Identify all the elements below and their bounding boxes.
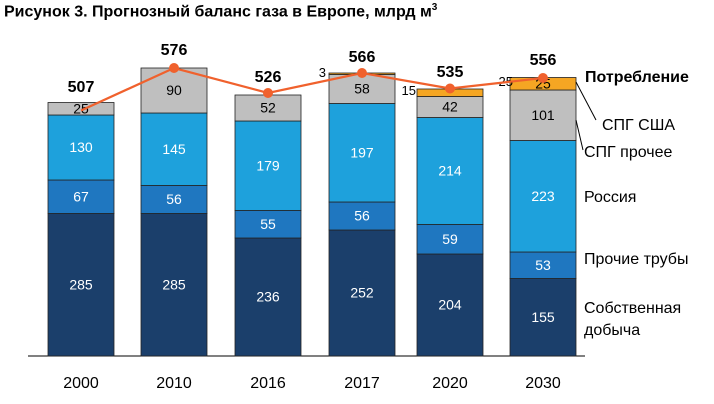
bar-segment-2017-2	[328, 103, 396, 203]
data-label-2016-0: 236	[256, 289, 280, 305]
side-value-label-0: 3	[319, 65, 326, 80]
bar-segment-2017-0	[328, 229, 396, 357]
bar-segment-2000-0	[47, 213, 115, 357]
data-label-2017-1: 56	[354, 208, 370, 224]
bar-segment-2030-0	[509, 278, 577, 357]
legend-russia: Россия	[584, 189, 636, 206]
bar-segment-2016-0	[234, 237, 302, 357]
total-label-2010: 576	[161, 42, 188, 59]
total-label-2017: 566	[349, 49, 376, 66]
total-label-2016: 526	[255, 69, 282, 86]
connector-lng-usa	[575, 81, 597, 121]
x-tick-label-2030: 2030	[525, 375, 561, 392]
data-label-2016-3: 52	[260, 100, 276, 116]
legend-lng-usa: СПГ США	[602, 117, 675, 134]
bar-segment-2020-1	[416, 224, 484, 255]
bar-segment-2020-2	[416, 117, 484, 225]
bar-segment-2016-3	[234, 94, 302, 122]
consumption-line	[80, 66, 544, 112]
bar-segment-2030-2	[509, 140, 577, 253]
x-tick-label-2010: 2010	[156, 375, 192, 392]
connector-lng-other	[575, 119, 584, 151]
total-label-2030: 556	[530, 52, 557, 69]
bar-segment-2010-3	[140, 67, 208, 114]
legend-other-pipelines: Прочие трубы	[584, 251, 688, 268]
data-label-2000-0: 285	[69, 276, 93, 292]
x-tick-label-2016: 2016	[250, 375, 286, 392]
consumption-point-2016	[263, 88, 273, 98]
consumption-point-2010	[169, 63, 179, 73]
data-label-2030-2: 223	[531, 188, 555, 204]
data-label-2000-3: 25	[73, 100, 89, 116]
legend-own-production: Собственная добыча	[584, 300, 681, 339]
bar-segment-2000-2	[47, 114, 115, 181]
data-label-2020-1: 59	[442, 231, 458, 247]
data-label-2020-2: 214	[438, 163, 462, 179]
bar-segment-2017-1	[328, 201, 396, 231]
data-label-2020-3: 42	[442, 99, 458, 115]
legend-consumption: Потребление	[585, 69, 689, 86]
data-label-2016-2: 179	[256, 157, 280, 173]
data-label-2020-0: 204	[438, 297, 462, 313]
bar-segment-2017-3	[328, 74, 396, 104]
total-label-2000: 507	[68, 79, 95, 96]
data-label-2030-3: 101	[531, 107, 555, 123]
data-label-2017-3: 58	[354, 81, 370, 97]
bar-segment-2010-2	[140, 112, 208, 186]
data-label-2017-2: 197	[350, 144, 374, 160]
chart-title: Рисунок 3. Прогнозный баланс газа в Евро…	[4, 2, 438, 21]
total-label-2020: 535	[437, 64, 464, 81]
data-label-2000-2: 130	[69, 139, 93, 155]
side-value-label-1: 15	[402, 83, 416, 98]
data-label-2000-1: 67	[73, 188, 89, 204]
x-tick-label-2020: 2020	[432, 375, 468, 392]
data-label-2010-2: 145	[162, 141, 186, 157]
bar-segment-2000-3	[47, 102, 115, 116]
bar-segment-2030-1	[509, 251, 577, 279]
bar-segment-2020-0	[416, 253, 484, 357]
data-label-2010-0: 285	[162, 276, 186, 292]
legend-lng-other: СПГ прочее	[584, 144, 673, 161]
consumption-point-2030	[538, 73, 548, 83]
bar-segment-2016-1	[234, 210, 302, 239]
data-label-2010-3: 90	[166, 82, 182, 98]
data-label-2030-1: 53	[535, 257, 551, 273]
data-label-2010-1: 56	[166, 191, 182, 207]
consumption-point-2017	[357, 68, 367, 78]
consumption-point-2020	[445, 83, 455, 94]
x-tick-label-2000: 2000	[63, 375, 99, 392]
data-label-2017-0: 252	[350, 285, 374, 301]
data-label-2030-0: 155	[531, 309, 555, 325]
x-tick-label-2017: 2017	[344, 375, 380, 392]
data-label-2016-1: 55	[260, 216, 276, 232]
